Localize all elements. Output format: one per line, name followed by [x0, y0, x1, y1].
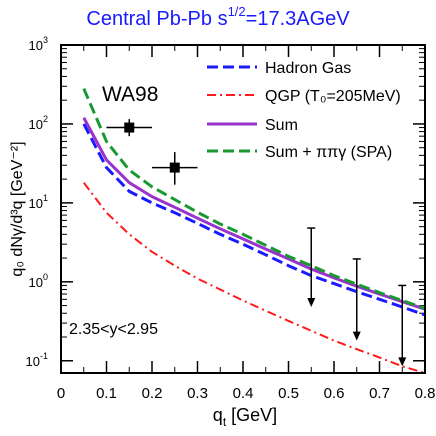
y-tick-label: 103 [29, 35, 48, 53]
y-tick-label: 101 [29, 193, 48, 211]
y-tick-label: 10-1 [26, 351, 48, 369]
x-tick-label: 0.8 [415, 385, 436, 402]
series-line-1 [83, 182, 426, 374]
chart-title: Central Pb-Pb s1/2=17.3AGeV [86, 4, 350, 30]
x-tick-label: 0.1 [96, 385, 117, 402]
series-line-0 [82, 123, 426, 317]
x-axis-label-main: q [213, 405, 223, 425]
chart-title-superscript: 1/2 [228, 4, 246, 19]
data-point-marker [124, 122, 135, 133]
x-axis-label-subscript: t [223, 415, 227, 429]
y-tick-label: 100 [29, 272, 48, 290]
upper-limit-arrowhead [398, 357, 407, 367]
x-tick-label: 0.3 [187, 385, 208, 402]
series-line-3 [82, 88, 426, 310]
chart-title-main: Central Pb-Pb s [86, 8, 227, 30]
x-tick-label: 0.6 [324, 385, 345, 402]
series-line-2 [82, 116, 426, 311]
upper-limit-arrowhead [352, 331, 361, 341]
plot-layer: 0 0.1 0.2 0.3 0.4 0.5 0.6 0.7 0.8 10-1 100 101 102 10… [26, 35, 436, 402]
x-tick-label: 0.4 [233, 385, 254, 402]
plot-frame [60, 44, 426, 374]
data-point-marker [169, 162, 180, 173]
chart-title-suffix: =17.3AGeV [246, 8, 351, 30]
legend-label-hadron-gas: Hadron Gas [265, 60, 351, 77]
legend-label-qgp: QGP (T₀=205MeV) [265, 88, 401, 105]
x-tick-label: 0.2 [142, 385, 163, 402]
experiment-label: WA98 [102, 83, 158, 106]
legend-label-sum: Sum [265, 117, 298, 134]
y-axis-label: q₀ dNγ/d³q [GeV⁻²] [9, 141, 26, 276]
upper-limit-arrowhead [307, 297, 316, 307]
x-axis-label: qt [GeV] [213, 405, 277, 429]
x-tick-label: 0 [57, 385, 65, 402]
x-axis-label-unit: [GeV] [231, 405, 277, 425]
legend-label-sum-spa: Sum + ππγ (SPA) [265, 144, 392, 161]
x-tick-label: 0.7 [369, 385, 390, 402]
cut-label: 2.35<y<2.95 [69, 321, 158, 338]
legend: Hadron Gas QGP (T₀=205MeV) Sum Sum + ππγ… [207, 60, 401, 161]
y-tick-label: 102 [29, 114, 48, 132]
x-tick-label: 0.5 [278, 385, 299, 402]
